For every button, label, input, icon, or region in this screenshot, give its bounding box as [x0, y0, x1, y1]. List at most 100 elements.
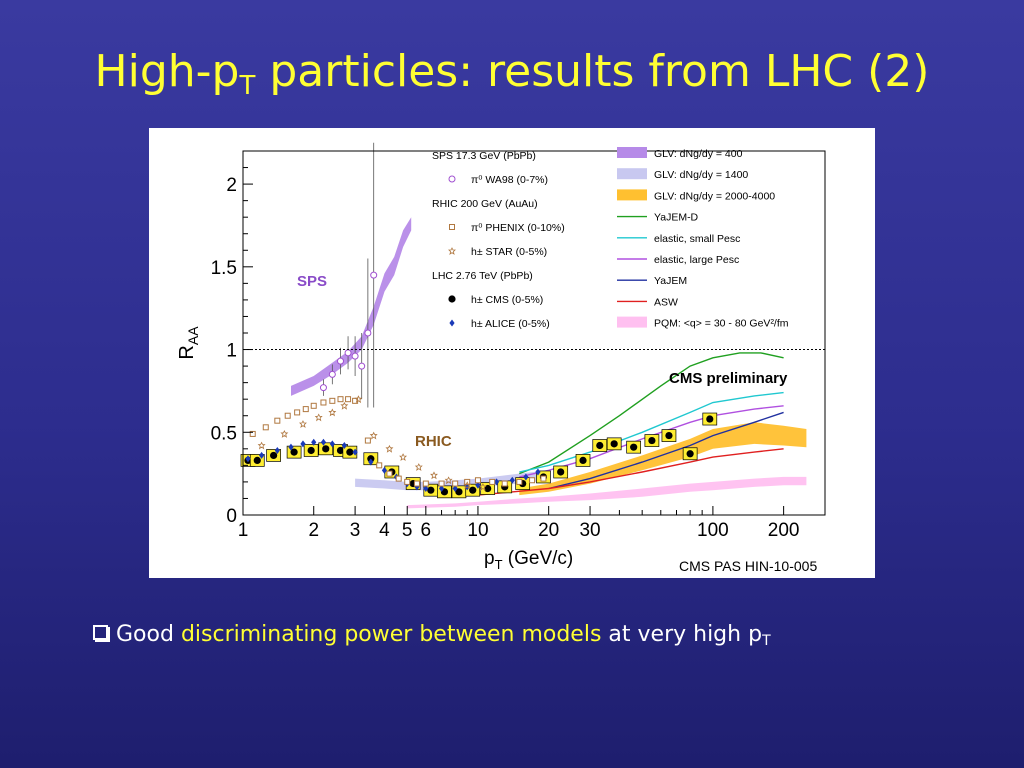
data-point [489, 478, 496, 485]
rhic-label: RHIC [415, 433, 452, 450]
band-glv-dng-dy-400 [291, 217, 412, 396]
data-point [478, 482, 487, 491]
legend-band-swatch [617, 316, 647, 328]
data-point [579, 456, 587, 464]
data-point [245, 455, 251, 463]
data-point [475, 481, 481, 489]
raa-chart: 1 2 3 4 5 6 10 20 30 100 200 0 0.5 1 1.5 2 pT (GeV/c) RAA… [176, 142, 826, 574]
data-point [438, 480, 445, 487]
data-point [596, 441, 604, 450]
checkbox-bullet-icon [93, 625, 108, 640]
data-point [438, 485, 445, 493]
legend-entry: GLV: dNg/dy = 2000-4000 [654, 190, 775, 202]
data-point [274, 417, 281, 424]
axes: 1 2 3 4 5 6 10 20 30 100 200 0 0.5 1 1.5 2 pT (GeV/c) RAA [176, 150, 826, 572]
data-point [329, 440, 335, 448]
legends: SPS 17.3 GeV (PbPb) π⁰ WA98 (0-7%) RHIC 20… [432, 147, 789, 330]
y-tick-label: 0.5 [211, 423, 237, 444]
data-point [310, 402, 317, 409]
data-point [320, 438, 327, 446]
data-point [455, 488, 463, 496]
cms-preliminary-label: CMS preliminary [669, 370, 788, 387]
data-point [463, 481, 472, 490]
data-point [452, 480, 459, 487]
legend-entry: h± CMS (0-5%) [471, 294, 543, 306]
line-yajem [548, 411, 784, 490]
data-point [369, 431, 378, 440]
data-point [257, 441, 266, 450]
x-tick-label: 3 [350, 520, 361, 541]
data-point [413, 480, 420, 487]
data-point [399, 453, 408, 462]
data-point [302, 406, 309, 413]
data-point [354, 395, 363, 404]
data-point [280, 430, 289, 438]
legend-entry: π⁰ PHENIX (0-10%) [471, 222, 565, 234]
data-point [253, 456, 261, 464]
data-point [423, 485, 429, 493]
data-point [336, 357, 344, 365]
data-point [665, 431, 673, 440]
line-yajem-d [519, 352, 784, 475]
data-point [314, 413, 323, 422]
data-point [288, 443, 294, 451]
series-wa98-0-7 [319, 142, 378, 408]
legend-entry: h± STAR (0-5%) [471, 246, 547, 258]
data-point [523, 473, 529, 481]
legend-entry: π⁰ WA98 (0-7%) [471, 174, 548, 186]
legend-entry: GLV: dNg/dy = 1400 [654, 169, 748, 181]
annotations: SPS RHIC CMS preliminary CMS PAS HIN-10-005 [297, 273, 817, 574]
data-point [422, 480, 429, 487]
x-tick-label: 4 [379, 520, 390, 541]
x-tick-label: 6 [421, 520, 432, 541]
data-point [329, 397, 336, 404]
x-tick-label: 20 [538, 520, 559, 541]
data-point [319, 384, 327, 392]
data-point [474, 477, 481, 484]
data-point [368, 458, 374, 466]
data-point [385, 444, 394, 453]
data-point [540, 475, 547, 482]
legend-band-swatch [617, 168, 647, 180]
x-tick-label: 200 [768, 520, 800, 541]
legend-entry: h± ALICE (0-5%) [471, 318, 550, 330]
band-glv-dng-dy-1400 [355, 470, 549, 491]
x-tick-label: 2 [308, 520, 319, 541]
data-point [270, 451, 278, 460]
series-h-star-0-5 [257, 395, 487, 491]
data-point [336, 446, 345, 455]
data-point [344, 349, 352, 357]
legend-entry: elastic, small Pesc [654, 233, 740, 245]
data-point [328, 408, 337, 417]
data-point [493, 478, 500, 486]
bullet-highlight: discriminating power between models [180, 622, 602, 647]
data-point [340, 401, 349, 410]
line-elastic-small-pesc [519, 391, 784, 473]
data-point [395, 475, 402, 482]
data-point [294, 409, 301, 416]
y-tick-label: 2 [226, 175, 237, 196]
legend-entry: elastic, large Pesc [654, 254, 739, 266]
model-bands [291, 217, 807, 509]
data-point [404, 478, 411, 485]
data-point [337, 396, 344, 403]
legend-header: SPS 17.3 GeV (PbPb) [432, 150, 536, 162]
slide-title: High-pT particles: results from LHC (2) [94, 46, 930, 101]
data-point [311, 438, 317, 446]
legend-entry: GLV: dNg/dy = 400 [654, 148, 743, 160]
data-point [345, 396, 352, 403]
y-axis-title: RAA [176, 326, 201, 360]
data-point [299, 420, 307, 428]
legend-entry: ASW [654, 296, 678, 308]
data-point [444, 476, 453, 485]
data-point [364, 329, 372, 337]
legend-band-swatch [617, 189, 647, 201]
legend-entry: PQM: <q> = 30 - 80 GeV²/fm [654, 318, 789, 330]
x-tick-label: 1 [238, 520, 249, 541]
data-point [529, 477, 536, 484]
data-point [516, 478, 523, 485]
data-point [469, 486, 477, 494]
data-points [240, 142, 718, 499]
data-point [427, 486, 435, 494]
source-label: CMS PAS HIN-10-005 [679, 558, 817, 574]
